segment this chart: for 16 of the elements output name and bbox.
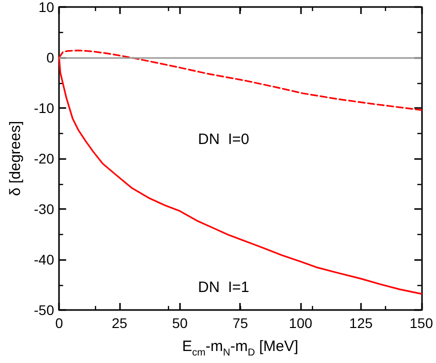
y-tick-label: -10 <box>34 100 54 116</box>
y-tick-label: -50 <box>34 302 54 318</box>
annotation: DN I=0 <box>198 131 250 148</box>
y-tick-label: -40 <box>34 252 54 268</box>
x-tick-label: 125 <box>349 315 373 331</box>
y-tick-label: 10 <box>38 0 54 15</box>
y-tick-label: -20 <box>34 150 54 166</box>
x-tick-label: 100 <box>288 315 312 331</box>
x-tick-label: 75 <box>232 315 248 331</box>
y-tick-label: -30 <box>34 201 54 217</box>
x-tick-label: 150 <box>410 315 434 331</box>
annotation: DN I=1 <box>198 279 250 296</box>
y-tick-label: 0 <box>46 50 54 66</box>
y-axis-title: δ [degrees] <box>7 120 24 196</box>
x-tick-label: 25 <box>112 315 128 331</box>
x-tick-label: 50 <box>172 315 188 331</box>
